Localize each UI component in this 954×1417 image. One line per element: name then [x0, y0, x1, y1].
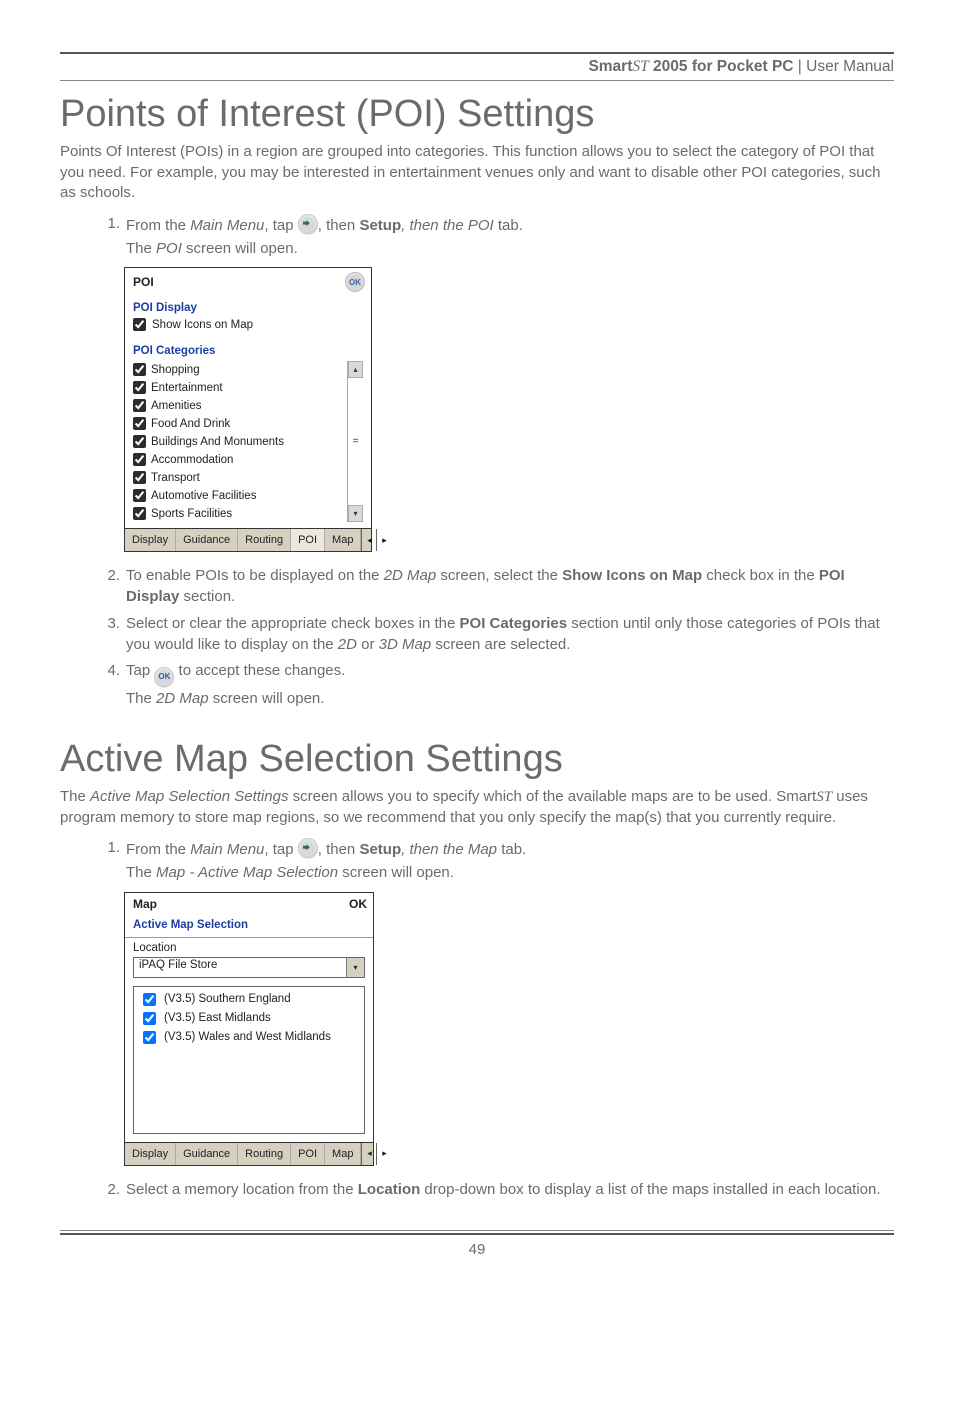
- scroll-thumb[interactable]: [348, 378, 363, 505]
- tab-map[interactable]: Map: [325, 1143, 361, 1165]
- list-item[interactable]: Entertainment: [133, 379, 347, 396]
- arrow-icon: [298, 838, 318, 858]
- hdr-st-inline: ST: [816, 789, 832, 805]
- list-item[interactable]: Accommodation: [133, 451, 347, 468]
- list-item[interactable]: Food And Drink: [133, 415, 347, 432]
- tab-poi[interactable]: POI: [291, 529, 325, 551]
- tab-bar: Display Guidance Routing POI Map ◂ ▸: [125, 1142, 373, 1165]
- section-title-map: Active Map Selection Settings: [60, 738, 894, 781]
- poi-step-4: 4. Tap OK to accept these changes.: [98, 661, 894, 687]
- show-icons-checkbox[interactable]: [133, 318, 146, 331]
- location-dropdown[interactable]: iPAQ File Store ▾: [133, 957, 365, 978]
- poi-step-3: 3. Select or clear the appropriate check…: [98, 614, 894, 655]
- list-item[interactable]: (V3.5) Wales and West Midlands: [139, 1029, 359, 1046]
- hdr-prod: 2005 for Pocket PC: [649, 58, 794, 75]
- tab-scroll-left-icon[interactable]: ◂: [361, 529, 376, 551]
- poi-step-1-sub: The POI screen will open.: [126, 239, 894, 260]
- list-item[interactable]: Amenities: [133, 397, 347, 414]
- map-screenshot: Map OK Active Map Selection Location iPA…: [124, 892, 374, 1166]
- ok-icon[interactable]: OK: [349, 897, 367, 911]
- chevron-down-icon[interactable]: ▾: [346, 958, 364, 977]
- arrow-icon: [298, 214, 318, 234]
- section-title-poi: Points of Interest (POI) Settings: [60, 93, 894, 136]
- list-item[interactable]: Automotive Facilities: [133, 487, 347, 504]
- tab-scroll-right-icon[interactable]: ▸: [376, 529, 391, 551]
- location-value: iPAQ File Store: [134, 958, 346, 977]
- list-item[interactable]: Buildings And Monuments: [133, 433, 347, 450]
- ok-icon[interactable]: OK: [345, 272, 365, 292]
- list-item[interactable]: Shopping: [133, 361, 347, 378]
- tab-guidance[interactable]: Guidance: [176, 529, 238, 551]
- poi-screenshot: POI OK POI Display Show Icons on Map POI…: [124, 267, 372, 552]
- map-step-2: 2. Select a memory location from the Loc…: [98, 1180, 894, 1201]
- active-map-sel-title: Active Map Selection: [125, 915, 373, 937]
- show-icons-label: Show Icons on Map: [152, 319, 253, 331]
- location-label: Location: [133, 942, 365, 954]
- list-item[interactable]: Sports Facilities: [133, 505, 347, 522]
- tab-bar: Display Guidance Routing POI Map ◂ ▸: [125, 528, 371, 551]
- tab-scroll-right-icon[interactable]: ▸: [376, 1143, 391, 1165]
- poi-display-title: POI Display: [133, 302, 363, 314]
- hdr-st: ST: [632, 58, 648, 75]
- tab-poi[interactable]: POI: [291, 1143, 325, 1165]
- poi-intro: Points Of Interest (POIs) in a region ar…: [60, 142, 894, 204]
- page-number: 49: [60, 1241, 894, 1258]
- scroll-down-icon[interactable]: ▾: [348, 505, 363, 522]
- tab-display[interactable]: Display: [125, 529, 176, 551]
- hdr-smart: Smart: [588, 58, 632, 75]
- hdr-sep: |: [793, 58, 806, 75]
- poi-step-1: 1. From the Main Menu, tap , then Setup,…: [98, 214, 894, 237]
- poi-shot-title: POI: [133, 275, 154, 289]
- page-header: SmartST 2005 for Pocket PC | User Manual: [60, 58, 894, 81]
- tab-display[interactable]: Display: [125, 1143, 176, 1165]
- map-intro: The Active Map Selection Settings screen…: [60, 787, 894, 828]
- tab-routing[interactable]: Routing: [238, 529, 291, 551]
- tab-map[interactable]: Map: [325, 529, 361, 551]
- hdr-um: User Manual: [806, 58, 894, 75]
- poi-step-4-sub: The 2D Map screen will open.: [126, 689, 894, 710]
- poi-categories-title: POI Categories: [133, 345, 363, 357]
- map-shot-title: Map: [133, 897, 157, 911]
- list-item[interactable]: Transport: [133, 469, 347, 486]
- maps-list: (V3.5) Southern England (V3.5) East Midl…: [133, 986, 365, 1134]
- map-step-1: 1. From the Main Menu, tap , then Setup,…: [98, 838, 894, 861]
- tab-scroll-left-icon[interactable]: ◂: [361, 1143, 376, 1165]
- poi-category-list: Shopping Entertainment Amenities Food An…: [133, 361, 347, 522]
- tab-guidance[interactable]: Guidance: [176, 1143, 238, 1165]
- poi-step-2: 2. To enable POIs to be displayed on the…: [98, 566, 894, 607]
- ok-icon: OK: [154, 667, 174, 687]
- scrollbar[interactable]: ▴ ▾: [347, 361, 363, 522]
- scroll-up-icon[interactable]: ▴: [348, 361, 363, 378]
- list-item[interactable]: (V3.5) Southern England: [139, 991, 359, 1008]
- map-step-1-sub: The Map - Active Map Selection screen wi…: [126, 863, 894, 884]
- tab-routing[interactable]: Routing: [238, 1143, 291, 1165]
- list-item[interactable]: (V3.5) East Midlands: [139, 1010, 359, 1027]
